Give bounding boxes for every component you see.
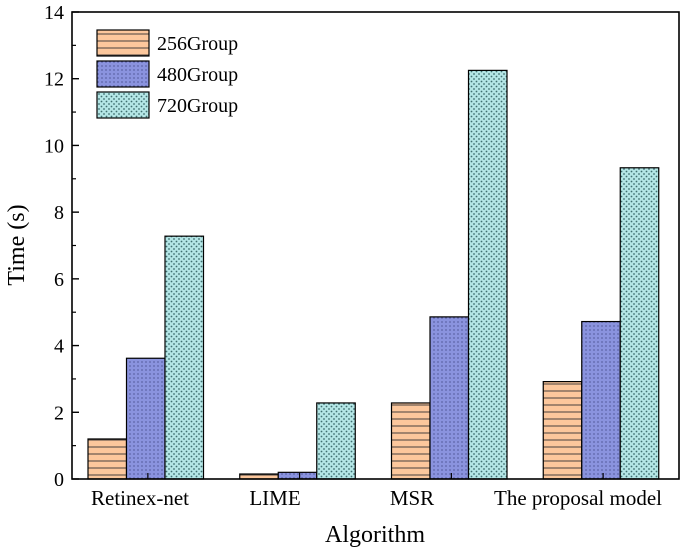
legend-label-256group: 256Group xyxy=(157,33,238,55)
x-tick-label: The proposal model xyxy=(494,486,662,510)
x-axis-labels: Retinex-net LIME MSR The proposal model xyxy=(91,473,662,510)
bar-480group-the-proposal-model xyxy=(581,320,621,480)
bar-720group-the-proposal-model xyxy=(619,167,660,480)
y-tick-label: 12 xyxy=(44,69,64,91)
legend-swatch-256group xyxy=(96,29,150,57)
x-axis-title: Algorithm xyxy=(325,522,425,548)
bar-256group-retinex-net xyxy=(87,438,128,480)
y-tick-label: 2 xyxy=(54,402,64,424)
bar-480group-msr xyxy=(429,316,470,480)
legend-label-480group: 480Group xyxy=(157,64,238,86)
bars-layer xyxy=(87,69,660,480)
x-tick-label: Retinex-net xyxy=(91,486,189,510)
x-tick-label: LIME xyxy=(249,486,300,510)
legend-swatch-480group xyxy=(96,60,150,88)
bar-720group-retinex-net xyxy=(164,235,205,480)
y-axis-ticks: 0 2 4 6 8 10 12 14 xyxy=(44,2,79,491)
bar-480group-lime xyxy=(277,471,318,480)
legend-label-720group: 720Group xyxy=(157,95,238,117)
x-tick-label: MSR xyxy=(390,486,434,510)
legend: 256Group 480Group 720Group xyxy=(96,29,238,119)
legend-swatch-720group xyxy=(96,91,150,119)
y-axis-title: Time (s) xyxy=(4,204,30,285)
bar-256group-the-proposal-model xyxy=(542,381,583,480)
bar-720group-msr xyxy=(467,69,508,480)
bar-480group-retinex-net xyxy=(125,357,166,480)
bar-720group-lime xyxy=(316,402,356,480)
y-tick-label: 14 xyxy=(44,2,64,24)
y-tick-label: 10 xyxy=(44,135,64,157)
y-tick-label: 8 xyxy=(54,202,64,224)
y-tick-label: 4 xyxy=(54,336,64,358)
y-tick-label: 6 xyxy=(54,269,64,291)
y-tick-label: 0 xyxy=(54,469,64,491)
bar-256group-msr xyxy=(390,402,431,480)
